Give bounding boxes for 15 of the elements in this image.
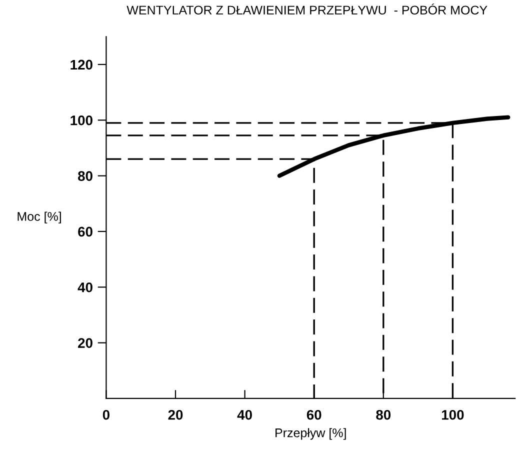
- x-tick-label: 80: [376, 410, 391, 420]
- x-tick-label: 100: [442, 410, 464, 420]
- x-tick-label: 0: [102, 410, 110, 420]
- x-tick-label: 20: [168, 410, 183, 420]
- y-tick-label: 120: [70, 60, 92, 70]
- chart-title: WENTYLATOR Z DŁAWIENIEM PRZEPŁYWU - POBÓR MOCY: [126, 4, 488, 15]
- y-tick-label: 40: [78, 282, 92, 292]
- x-tick-label: 60: [306, 410, 322, 420]
- y-tick-label: 60: [78, 226, 92, 237]
- y-tick-label: 20: [78, 338, 92, 348]
- y-tick-label: 100: [70, 115, 92, 126]
- x-axis-title: Przepływ [%]: [276, 428, 346, 440]
- y-tick-label: 80: [78, 171, 92, 181]
- x-tick-label: 40: [237, 410, 252, 420]
- y-axis-title: Moc [%]: [18, 212, 61, 224]
